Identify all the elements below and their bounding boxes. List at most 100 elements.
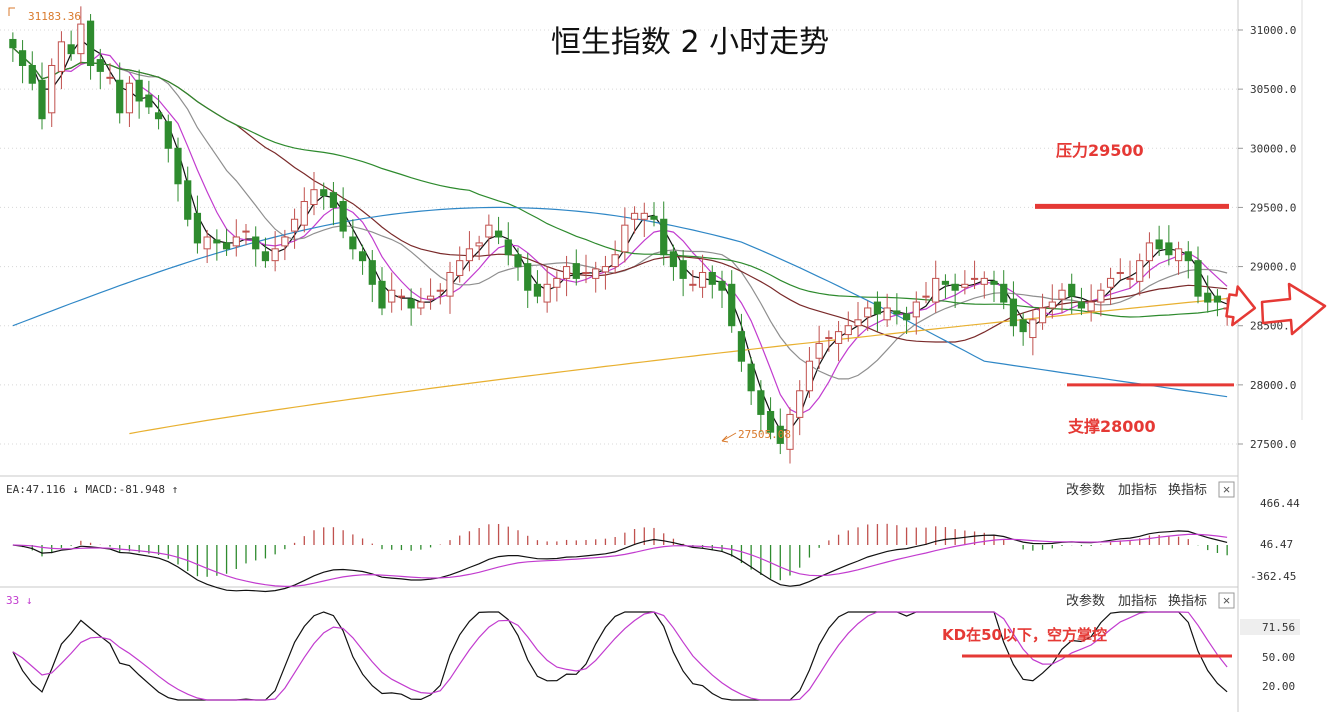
candle [397, 289, 406, 311]
candle [679, 250, 687, 297]
y-tick-label: 31000.0 [1250, 24, 1296, 37]
candle [349, 219, 357, 260]
candle [873, 291, 882, 332]
candle [728, 270, 736, 333]
y-tick-label: 27500.0 [1250, 438, 1296, 451]
candle-body [339, 201, 347, 232]
candle [9, 32, 17, 62]
candle-body [951, 283, 959, 291]
candle [941, 274, 950, 299]
candle-body [1126, 277, 1134, 280]
y-tick-label: 30000.0 [1250, 142, 1296, 155]
candle-body [834, 331, 843, 344]
candle-body [203, 236, 211, 250]
candle-body [358, 251, 367, 262]
kd-swap-indicator-button[interactable]: 换指标 [1168, 594, 1207, 609]
candle [786, 407, 794, 464]
kd-d-line [12, 611, 1228, 701]
candle [281, 229, 289, 261]
candle-body [1058, 289, 1066, 300]
candle-body [815, 342, 823, 359]
macd-close-button[interactable]: × [1218, 481, 1235, 498]
kd-change-params-button[interactable]: 改参数 [1066, 593, 1105, 609]
close-icon: × [1223, 482, 1231, 497]
candle-body [271, 248, 279, 262]
candle [426, 278, 435, 310]
candle-body [174, 147, 182, 185]
candle-body [796, 390, 804, 418]
candle-body [38, 79, 46, 120]
candle [417, 287, 425, 316]
candle [796, 380, 804, 436]
candle [1087, 284, 1095, 322]
candle [106, 63, 114, 85]
candle [358, 244, 367, 275]
candle [184, 166, 192, 227]
candle-body [232, 236, 240, 247]
candle-body [397, 295, 406, 298]
macd-dea-line [12, 533, 1228, 588]
kd-add-indicator-button[interactable]: 加指标 [1118, 594, 1157, 609]
macd-add-indicator-button[interactable]: 加指标 [1118, 483, 1157, 498]
candle-body [310, 189, 318, 205]
kd-close-button[interactable]: × [1218, 592, 1235, 609]
candle-body [417, 301, 425, 309]
candle [125, 76, 134, 127]
candle [834, 320, 843, 362]
macd-swap-indicator-button[interactable]: 换指标 [1168, 483, 1207, 498]
ma-line-green [12, 47, 1228, 318]
candle [475, 235, 483, 261]
candle-body [572, 263, 580, 279]
candle-body [436, 289, 444, 292]
resistance-label: 压力29500 [1056, 141, 1144, 160]
macd-tick-bottom: -362.45 [1250, 570, 1296, 583]
candle [116, 62, 124, 124]
candle-body [475, 242, 483, 247]
candle-body [446, 271, 454, 297]
high-value-label: 31183.36 [28, 10, 81, 23]
support-resistance-lines [1035, 203, 1234, 387]
close-icon: × [1223, 593, 1231, 608]
macd-tick-top: 466.44 [1260, 497, 1300, 510]
candle-body [776, 425, 784, 444]
candle-body [1029, 319, 1037, 339]
candle-body [1106, 277, 1115, 288]
candle [970, 260, 979, 290]
candle [543, 266, 551, 313]
candle [1174, 241, 1183, 275]
candle-body [407, 298, 415, 309]
candle [708, 265, 716, 299]
candle-body [1165, 242, 1173, 256]
candle-body [135, 79, 143, 102]
candle [1213, 289, 1222, 317]
candle [854, 302, 862, 337]
candle [18, 40, 27, 84]
candle [154, 95, 163, 130]
candle [77, 6, 85, 65]
candle [164, 114, 172, 163]
candle-body [426, 295, 435, 300]
candle-body [601, 266, 610, 273]
candle [456, 246, 464, 283]
candle-body [213, 239, 221, 244]
macd-change-params-button[interactable]: 改参数 [1066, 482, 1105, 498]
candle [378, 267, 386, 316]
candle [96, 48, 104, 90]
kd-tick-top: 71.56 [1262, 621, 1295, 634]
candle [621, 207, 629, 263]
candle-body [1048, 301, 1056, 309]
candle [1029, 309, 1037, 356]
candle-body [1077, 301, 1086, 309]
candle [611, 240, 619, 274]
candle [1165, 225, 1173, 266]
candle-body [864, 307, 872, 318]
candle [213, 229, 221, 261]
candle-body [456, 260, 464, 276]
candle [1000, 270, 1008, 310]
candle [232, 219, 240, 257]
candle-body [300, 201, 308, 226]
candle-body [1174, 248, 1183, 262]
candle-body [980, 277, 988, 285]
candle [747, 357, 755, 405]
